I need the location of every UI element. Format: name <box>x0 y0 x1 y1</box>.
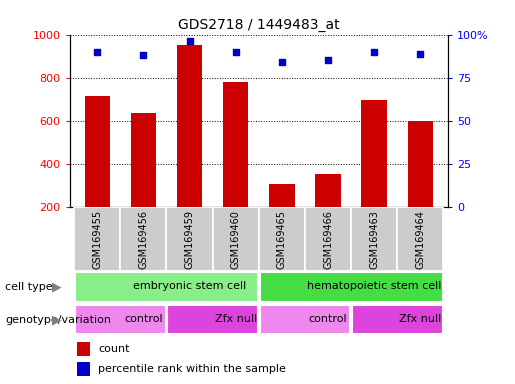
Text: Zfx null: Zfx null <box>215 314 257 324</box>
Bar <box>77 362 90 376</box>
Bar <box>260 272 442 302</box>
Bar <box>121 207 166 271</box>
Bar <box>84 96 110 207</box>
Bar <box>74 207 121 271</box>
Bar <box>397 207 443 271</box>
Text: GSM169463: GSM169463 <box>369 210 379 269</box>
Point <box>93 49 101 55</box>
Text: GSM169459: GSM169459 <box>184 210 195 269</box>
Bar <box>352 305 442 334</box>
Bar <box>269 184 295 207</box>
Text: GSM169464: GSM169464 <box>416 210 425 269</box>
Text: count: count <box>98 344 129 354</box>
Text: control: control <box>124 314 163 324</box>
Text: ▶: ▶ <box>52 313 61 326</box>
Text: GSM169465: GSM169465 <box>277 210 287 269</box>
Bar <box>223 82 248 207</box>
Title: GDS2718 / 1449483_at: GDS2718 / 1449483_at <box>178 18 339 32</box>
Point <box>185 38 194 45</box>
Text: GSM169455: GSM169455 <box>92 210 102 269</box>
Text: ▶: ▶ <box>52 281 61 293</box>
Text: genotype/variation: genotype/variation <box>5 314 111 325</box>
Point <box>416 51 424 57</box>
Bar <box>75 305 165 334</box>
Point <box>278 59 286 65</box>
Bar <box>259 207 305 271</box>
Bar <box>75 272 258 302</box>
Text: percentile rank within the sample: percentile rank within the sample <box>98 364 286 374</box>
Bar <box>315 174 341 207</box>
Text: GSM169466: GSM169466 <box>323 210 333 269</box>
Bar <box>131 113 156 207</box>
Bar <box>351 207 397 271</box>
Text: control: control <box>308 314 347 324</box>
Text: hematopoietic stem cell: hematopoietic stem cell <box>307 281 441 291</box>
Point <box>324 58 332 64</box>
Point <box>232 49 240 55</box>
Point <box>370 49 379 55</box>
Bar <box>408 121 433 207</box>
Bar <box>166 207 213 271</box>
Bar <box>213 207 259 271</box>
Point <box>139 52 147 58</box>
Bar <box>305 207 351 271</box>
Text: GSM169460: GSM169460 <box>231 210 241 269</box>
Bar <box>177 45 202 207</box>
Bar <box>362 101 387 207</box>
Text: cell type: cell type <box>5 282 53 292</box>
Bar <box>260 305 350 334</box>
Text: Zfx null: Zfx null <box>399 314 441 324</box>
Bar <box>77 342 90 356</box>
Text: embryonic stem cell: embryonic stem cell <box>133 281 246 291</box>
Bar <box>167 305 258 334</box>
Text: GSM169456: GSM169456 <box>139 210 148 269</box>
